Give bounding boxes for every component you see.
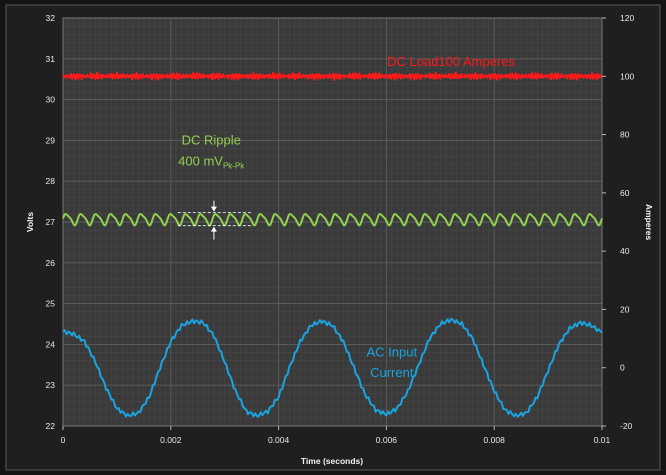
series-ac-input-current [62,317,603,418]
ac-current-label: Current [370,365,414,380]
y-left-tick-label: 29 [46,135,56,145]
y-left-tick-label: 23 [46,380,56,390]
y-left-tick-label: 31 [46,54,56,64]
x-axis-title: Time (seconds) [301,456,363,466]
ripple-amplitude-label: 400 mVPk-Pk [178,154,245,171]
y-right-axis-title: Amperes [644,204,654,241]
series-layer [62,71,603,418]
dc-load-label: DC Load100 Amperes [387,54,515,69]
series-dc-ripple [62,213,603,227]
y-left-tick-label: 25 [46,299,56,309]
y-left-tick-label: 30 [46,95,56,105]
x-tick-label: 0.008 [484,435,506,445]
y-right-tick-label: 100 [620,71,634,81]
y-left-tick-label: 27 [46,217,56,227]
y-left-axis-title: Volts [25,212,35,232]
y-right-tick-label: 120 [620,13,634,23]
x-axis-ticks: 0 0.002 0.004 0.006 0.008 0.01 [61,426,611,445]
x-tick-label: 0.002 [160,435,182,445]
left-axis-ticks: 22 23 24 25 26 27 28 29 30 31 32 [46,13,56,431]
y-right-tick-label: 20 [620,304,630,314]
right-axis-ticks: -20 0 20 40 60 80 100 120 [602,13,634,431]
y-left-tick-label: 26 [46,258,56,268]
ripple-amplitude-subscript: Pk-Pk [223,162,245,171]
y-right-tick-label: 40 [620,246,630,256]
x-tick-label: 0 [61,435,66,445]
y-right-tick-label: 0 [620,363,625,373]
y-left-tick-label: 24 [46,339,56,349]
ripple-arrowhead-top [210,206,217,212]
y-right-tick-label: 80 [620,130,630,140]
dc-ripple-label: DC Ripple [182,132,241,147]
series-dc-load [62,71,603,81]
y-left-tick-label: 28 [46,176,56,186]
ac-input-label: AC Input [366,345,417,360]
ripple-measurement-marker [177,200,252,240]
plot-frame [62,17,603,427]
x-tick-label: 0.006 [376,435,398,445]
y-left-tick-label: 32 [46,13,56,23]
y-right-tick-label: -20 [620,421,633,431]
x-tick-label: 0.01 [594,435,611,445]
ripple-amplitude-value: 400 mV [178,154,223,169]
x-tick-label: 0.004 [268,435,290,445]
ripple-arrowhead-bottom [210,226,217,232]
y-left-tick-label: 22 [46,421,56,431]
y-right-tick-label: 60 [620,188,630,198]
